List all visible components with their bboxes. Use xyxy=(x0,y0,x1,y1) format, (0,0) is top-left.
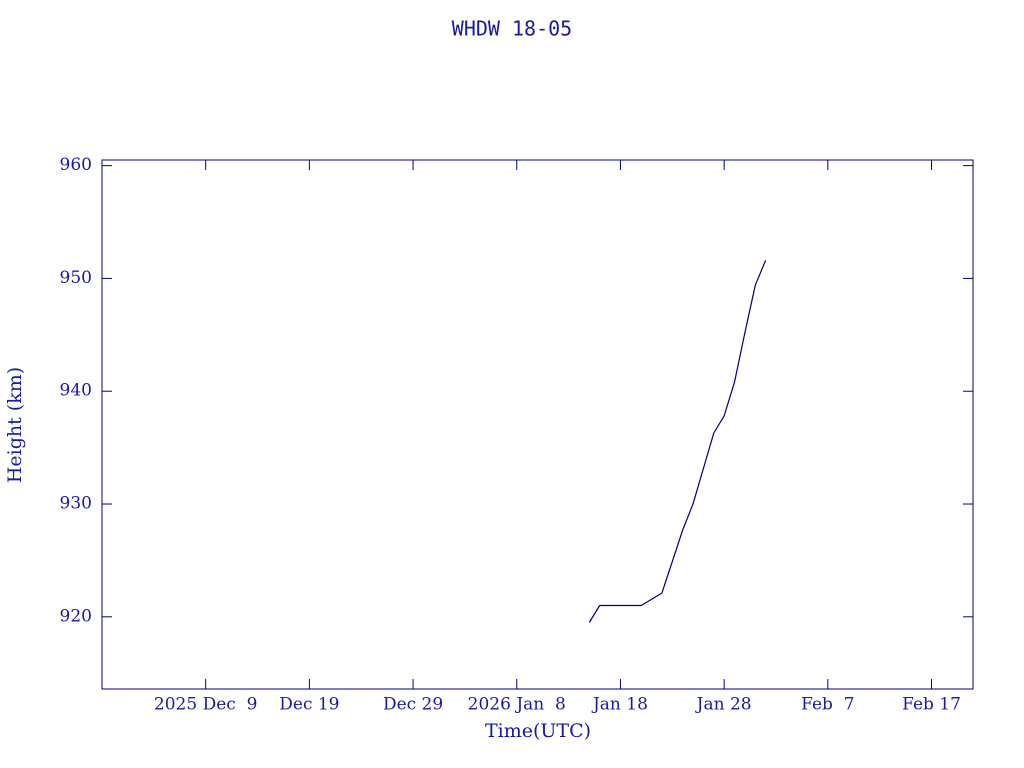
data-line xyxy=(588,260,767,623)
y-tick-label: 930 xyxy=(60,494,92,514)
y-tick-label: 960 xyxy=(60,155,92,175)
y-axis-label: Height (km) xyxy=(4,367,26,483)
x-tick-label: 2025 Dec 9 xyxy=(154,695,258,715)
y-tick-label: 940 xyxy=(60,381,92,401)
x-tick-label: Feb 7 xyxy=(801,695,854,715)
y-tick-label: 920 xyxy=(60,606,92,626)
x-tick-label: Dec 29 xyxy=(383,695,443,715)
chart-title: WHDW 18-05 xyxy=(452,17,572,41)
x-tick-label: Jan 28 xyxy=(695,695,752,715)
x-tick-label: 2026 Jan 8 xyxy=(468,695,566,715)
x-tick-label: Jan 18 xyxy=(591,695,648,715)
plot-frame xyxy=(101,159,974,690)
x-tick-label: Dec 19 xyxy=(279,695,339,715)
x-tick-label: Feb 17 xyxy=(902,695,961,715)
x-axis-label: Time(UTC) xyxy=(485,720,591,742)
y-tick-label: 950 xyxy=(60,268,92,288)
